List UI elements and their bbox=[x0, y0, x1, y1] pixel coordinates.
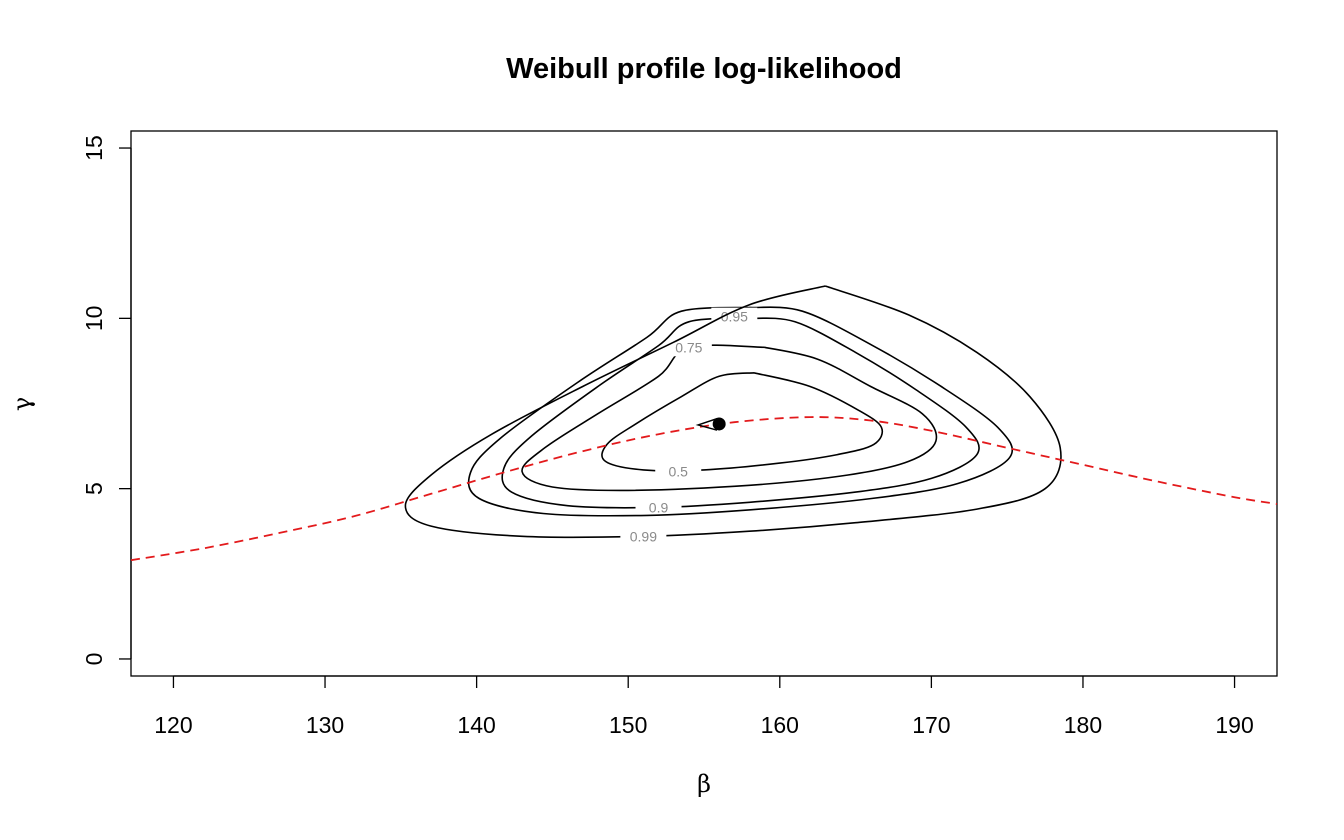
x-tick-label: 160 bbox=[761, 712, 799, 738]
x-tick-label: 150 bbox=[609, 712, 647, 738]
x-axis: 120 130 140 150 160 170 180 190 bbox=[154, 675, 1254, 738]
contour-0.9 bbox=[501, 317, 980, 509]
contour-label: 0.95 bbox=[721, 309, 748, 325]
x-axis-label: β bbox=[697, 770, 711, 798]
contour-label: 0.9 bbox=[649, 499, 669, 515]
contour-label: 0.99 bbox=[630, 528, 657, 544]
contour-label-bg bbox=[711, 307, 758, 326]
contour-0.75 bbox=[521, 344, 938, 492]
chart-title: Weibull profile log-likelihood bbox=[506, 53, 902, 85]
x-tick-label: 180 bbox=[1064, 712, 1102, 738]
contour-label-bg bbox=[665, 338, 712, 357]
x-tick-label: 170 bbox=[912, 712, 950, 738]
contour-label: 0.5 bbox=[668, 464, 688, 480]
contour-label: 0.75 bbox=[675, 339, 702, 355]
x-tick-label: 140 bbox=[457, 712, 495, 738]
x-tick-label: 130 bbox=[306, 712, 344, 738]
y-tick-label: 15 bbox=[81, 135, 107, 161]
mle-point bbox=[712, 417, 726, 431]
contour-0.5 bbox=[601, 372, 884, 472]
plot-frame bbox=[130, 130, 1278, 677]
y-axis-label: γ bbox=[8, 397, 36, 411]
contour-label-bg bbox=[655, 462, 702, 481]
y-tick-label: 5 bbox=[81, 482, 107, 495]
y-tick-label: 10 bbox=[81, 306, 107, 332]
contour-label-bg bbox=[620, 527, 667, 546]
contour-label-bg bbox=[635, 498, 682, 517]
x-tick-label: 120 bbox=[154, 712, 192, 738]
profile-curve bbox=[130, 416, 1278, 562]
x-tick-label: 190 bbox=[1215, 712, 1253, 738]
contour-lines: 0.5 0.75 0.9 0.95 0.99 bbox=[404, 285, 1062, 546]
y-axis: 0 5 10 15 bbox=[81, 135, 132, 666]
y-tick-label: 0 bbox=[81, 653, 107, 666]
mle-layer bbox=[695, 417, 726, 431]
contour-0.95 bbox=[467, 306, 1014, 517]
profile-curve-layer bbox=[130, 416, 1278, 562]
